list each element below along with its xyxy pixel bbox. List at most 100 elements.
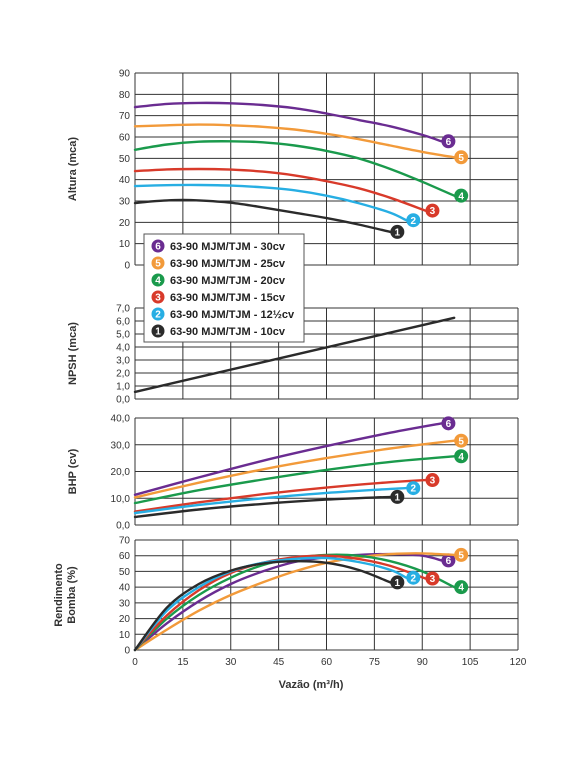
- legend-badge-number: 5: [155, 259, 161, 270]
- y-tick-label: 70: [119, 536, 131, 547]
- y-tick-label: 60: [119, 133, 131, 144]
- curve-badge-rendimento-5: 5: [454, 547, 469, 562]
- y-tick-label: 1,0: [116, 382, 130, 393]
- y-tick-label: 30,0: [111, 440, 131, 451]
- badge-number: 5: [458, 436, 464, 447]
- legend-label: 63-90 MJM/TJM - 10cv: [170, 326, 286, 338]
- badge-number: 6: [446, 556, 452, 567]
- legend-box: [143, 233, 305, 343]
- y-axis-title: NPSH (mca): [67, 322, 79, 385]
- x-axis-title: Vazão (m³/h): [279, 679, 344, 691]
- badge-number: 2: [411, 573, 417, 584]
- y-tick-label: 30: [119, 197, 131, 208]
- badge-circle: [441, 416, 456, 431]
- y-tick-label: 2,0: [116, 369, 130, 380]
- y-tick-label: 40: [119, 175, 131, 186]
- legend-badge: [151, 290, 165, 304]
- y-tick-label: 3,0: [116, 356, 130, 367]
- y-axis-title: Altura (mca): [67, 137, 79, 202]
- y-tick-label: 4,0: [116, 343, 130, 354]
- legend-badge-number: 3: [155, 293, 161, 304]
- curve-rendimento-2: [133, 556, 408, 652]
- badge-number: 5: [458, 153, 464, 164]
- curve-rendimento-5: [133, 552, 456, 652]
- x-tick-label: 15: [177, 657, 189, 668]
- badge-circle: [390, 489, 405, 504]
- y-tick-label: 50: [119, 154, 131, 165]
- curve-badge-altura-6: 6: [441, 134, 456, 149]
- badge-number: 3: [430, 574, 436, 585]
- curve-badge-altura-4: 4: [454, 188, 469, 203]
- y-tick-label: 0,0: [116, 521, 130, 532]
- badge-number: 4: [458, 452, 464, 463]
- badge-number: 3: [430, 476, 436, 487]
- badge-number: 4: [458, 583, 464, 594]
- curve-badge-bhp-4: 4: [454, 449, 469, 464]
- curve-badge-bhp-2: 2: [406, 481, 421, 496]
- badge-number: 6: [446, 419, 452, 430]
- badge-circle: [441, 553, 456, 568]
- curve-bhp-3: [133, 478, 427, 513]
- y-tick-label: 20: [119, 614, 131, 625]
- curve-badge-altura-3: 3: [425, 203, 440, 218]
- legend-badge: [151, 273, 165, 287]
- curve-altura-4: [133, 140, 456, 197]
- curve-altura-5: [133, 123, 456, 159]
- badge-number: 6: [446, 137, 452, 148]
- curve-rendimento-1: [133, 559, 392, 652]
- y-tick-label: 10: [119, 239, 131, 250]
- curve-badge-bhp-5: 5: [454, 433, 469, 448]
- badge-circle: [454, 547, 469, 562]
- legend-badge: [151, 307, 165, 321]
- legend-item: 4 63-90 MJM/TJM - 20cv: [151, 273, 286, 287]
- curve-badge-bhp-6: 6: [441, 416, 456, 431]
- badge-number: 1: [395, 578, 401, 589]
- legend-label: 63-90 MJM/TJM - 20cv: [170, 275, 286, 287]
- badge-circle: [454, 433, 469, 448]
- curve-badge-rendimento-2: 2: [406, 570, 421, 585]
- y-tick-label: 50: [119, 567, 131, 578]
- y-axis-title: Rendimento: [53, 563, 65, 627]
- legend-item: 1 63-90 MJM/TJM - 10cv: [151, 324, 286, 338]
- y-tick-label: 30: [119, 598, 131, 609]
- y-tick-label: 0: [124, 261, 130, 272]
- legend-badge-number: 2: [155, 310, 161, 321]
- curve-badge-bhp-1: 1: [390, 489, 405, 504]
- curve-badge-rendimento-4: 4: [454, 580, 469, 595]
- curve-altura-1: [133, 198, 392, 234]
- x-tick-label: 90: [417, 657, 429, 668]
- x-tick-label: 120: [510, 657, 527, 668]
- x-tick-label: 60: [321, 657, 333, 668]
- legend-item: 2 63-90 MJM/TJM - 12½cv: [151, 307, 295, 321]
- badge-circle: [425, 473, 440, 488]
- curve-altura-3: [133, 167, 427, 212]
- badge-number: 4: [458, 191, 464, 202]
- legend: 6 63-90 MJM/TJM - 30cv 5 63-90 MJM/TJM - 25…: [143, 233, 305, 343]
- y-tick-label: 20: [119, 218, 131, 229]
- badge-number: 2: [411, 216, 417, 227]
- x-tick-label: 45: [273, 657, 285, 668]
- curve-badge-bhp-3: 3: [425, 473, 440, 488]
- y-tick-label: 0,0: [116, 395, 130, 406]
- badge-circle: [454, 150, 469, 165]
- badge-circle: [390, 575, 405, 590]
- legend-label: 63-90 MJM/TJM - 15cv: [170, 292, 286, 304]
- badge-circle: [425, 203, 440, 218]
- curve-npsh-npsh: [133, 316, 456, 394]
- legend-item: 6 63-90 MJM/TJM - 30cv: [151, 239, 286, 253]
- curve-badge-altura-1: 1: [390, 224, 405, 239]
- badge-circle: [406, 481, 421, 496]
- y-axis-title: Bomba (%): [66, 566, 78, 624]
- curve-bhp-4: [133, 455, 456, 505]
- y-tick-label: 60: [119, 551, 131, 562]
- badge-circle: [406, 213, 421, 228]
- curve-bhp-6: [133, 422, 443, 496]
- badge-circle: [454, 580, 469, 595]
- badge-number: 1: [395, 493, 401, 504]
- y-tick-label: 80: [119, 90, 131, 101]
- y-tick-label: 0: [124, 646, 130, 657]
- curve-badge-altura-5: 5: [454, 150, 469, 165]
- badge-circle: [425, 571, 440, 586]
- y-tick-label: 10: [119, 630, 131, 641]
